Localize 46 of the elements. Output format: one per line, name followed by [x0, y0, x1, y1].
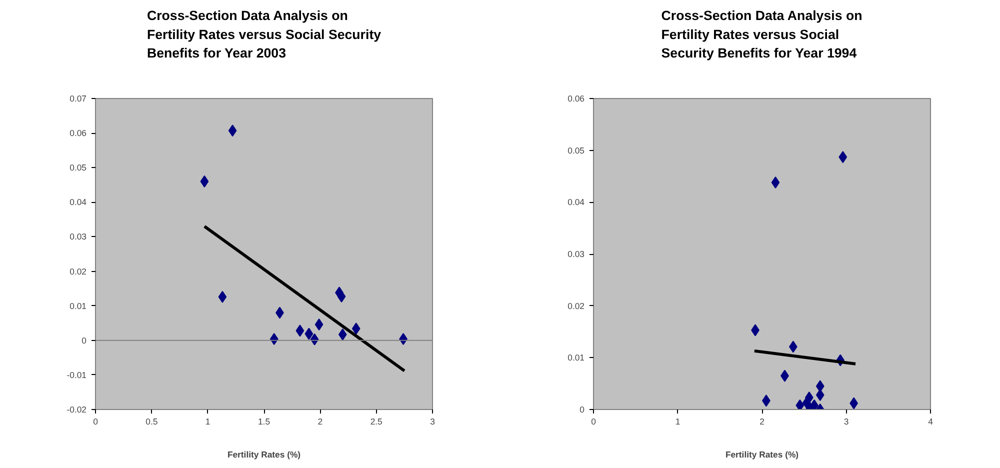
x-tick-label: 2.5 — [370, 416, 383, 426]
y-tick-label: 0.06 — [568, 94, 585, 104]
point — [218, 290, 227, 303]
x-tick-label: 3 — [430, 416, 436, 426]
y-tick-label: 0.05 — [568, 145, 585, 156]
point — [816, 380, 824, 392]
point — [338, 328, 347, 341]
y-tick-label: 0.03 — [568, 249, 585, 259]
point — [200, 175, 209, 188]
y-tick-label: 0.06 — [70, 128, 87, 138]
point — [337, 290, 346, 303]
x-axis-title: Fertility Rates (%) — [725, 450, 799, 460]
y-tick-label: 0.01 — [70, 300, 87, 311]
x-tick-label: 2 — [318, 416, 323, 426]
point — [296, 324, 304, 337]
point — [314, 318, 324, 330]
x-axis-title: Fertility Rates (%) — [227, 450, 301, 460]
point — [796, 399, 804, 410]
x-tick-label: 1 — [205, 416, 210, 426]
x-tick-label: 0 — [591, 416, 596, 426]
y-tick-label: -0.02 — [66, 404, 87, 414]
y-tick-label: 0.05 — [70, 162, 87, 173]
y-tick-label: 0.07 — [70, 94, 87, 104]
x-tick-label: 4 — [928, 416, 934, 426]
point — [228, 124, 237, 137]
x-tick-label: 2 — [760, 416, 765, 426]
y-tick-label: 0.04 — [568, 197, 585, 208]
x-tick-label: 0 — [93, 416, 98, 426]
y-tick-label: 0 — [82, 335, 87, 346]
x-tick-label: 3 — [844, 416, 849, 426]
point — [304, 328, 314, 340]
y-tick-label: 0.02 — [568, 300, 585, 311]
y-tick-label: 0.04 — [70, 197, 87, 208]
y-tick-label: 0.03 — [70, 232, 87, 242]
point — [771, 176, 780, 188]
y-tick-label: 0.01 — [568, 352, 585, 363]
x-tick-label: 1.5 — [258, 416, 270, 426]
chart-title: Cross-Section Data Analysis on Fertility Rates versus Social Security Benefits for Year 2003 — [146, 8, 382, 60]
y-tick-label: 0.02 — [70, 266, 87, 276]
x-tick-label: 1 — [675, 416, 680, 426]
x-tick-label: 0.5 — [146, 416, 158, 426]
point — [352, 322, 360, 335]
y-tick-label: -0.01 — [66, 370, 87, 380]
chart-title: Cross-Section Data Analysis on Fertility Rates versus Social Security Benefits for Year 1994 — [661, 8, 862, 60]
y-tick-label: 0 — [580, 404, 585, 414]
point — [838, 151, 848, 164]
